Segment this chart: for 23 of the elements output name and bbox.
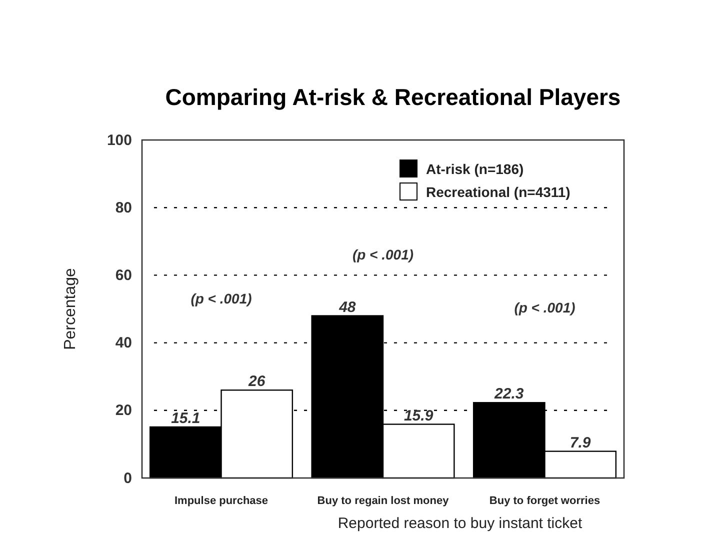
data-label: 26 — [247, 373, 266, 390]
y-tick-label: 60 — [115, 267, 132, 284]
y-tick-label: 100 — [106, 132, 132, 149]
data-label: 15.9 — [404, 407, 434, 424]
y-tick-label: 80 — [115, 199, 132, 216]
data-label: 22.3 — [494, 386, 524, 403]
y-tick-label: 0 — [124, 470, 132, 487]
x-tick-label: Buy to forget worries — [489, 494, 600, 507]
annotation: (p < .001) — [352, 246, 414, 263]
chart-title: Comparing At-risk & Recreational Players — [165, 84, 621, 110]
legend-label: Recreational (n=4311) — [426, 184, 570, 200]
legend-label: At-risk (n=186) — [426, 161, 524, 177]
data-label: 15.1 — [171, 410, 200, 427]
y-axis-title: Percentage — [62, 268, 79, 350]
x-axis-title: Reported reason to buy instant ticket — [338, 515, 583, 532]
y-tick-label: 20 — [115, 402, 132, 420]
annotation: (p < .001) — [514, 300, 576, 316]
annotation: (p < .001) — [190, 290, 252, 307]
x-tick-label: Buy to regain lost money — [317, 494, 450, 507]
data-label: 7.9 — [570, 434, 592, 452]
y-tick-label: 40 — [115, 334, 132, 352]
x-tick-label: Impulse purchase — [174, 494, 268, 507]
data-label: 48 — [338, 298, 356, 316]
